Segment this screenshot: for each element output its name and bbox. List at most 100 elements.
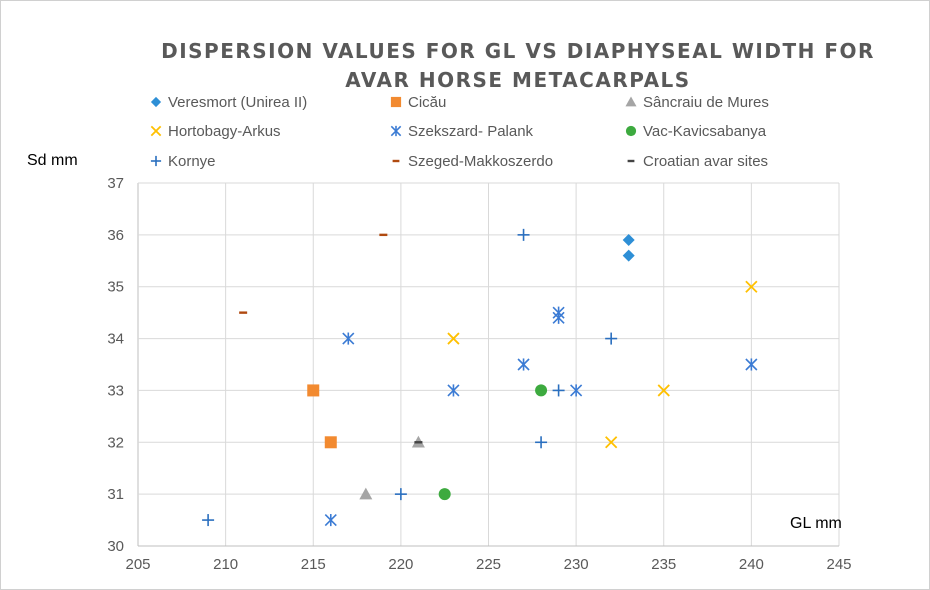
x-stroke — [605, 436, 618, 449]
legend-item: Hortobagy-Arkus — [150, 123, 281, 140]
circle-marker — [438, 488, 451, 501]
legend-marker — [150, 125, 162, 137]
legend-item: Kornye — [150, 153, 216, 170]
legend-item: Szekszard- Palank — [390, 123, 534, 140]
data-point — [447, 384, 460, 397]
data-point — [359, 487, 373, 500]
legend-marker — [390, 96, 402, 108]
x-axis-title: GL mm — [790, 515, 842, 532]
legend-item: Cicău — [390, 94, 446, 111]
x-tick-label: 245 — [826, 556, 851, 573]
data-point — [745, 358, 758, 371]
legend-marker — [150, 96, 162, 108]
x-stroke — [447, 332, 460, 345]
x-stroke — [150, 125, 162, 137]
series-7 — [239, 233, 388, 314]
square-marker — [390, 96, 402, 108]
y-tick-label: 30 — [107, 538, 124, 555]
data-point — [657, 384, 670, 397]
series-5 — [438, 384, 548, 501]
data-point — [622, 249, 635, 262]
legend-item: Vac-Kavicsabanya — [625, 123, 767, 140]
legend-label: Hortobagy-Arkus — [168, 123, 281, 140]
y-tick-label: 35 — [107, 279, 124, 296]
y-tick-label: 34 — [107, 331, 124, 348]
series-2 — [359, 435, 425, 500]
series-0 — [622, 234, 635, 262]
data-point — [570, 384, 583, 397]
data-point — [535, 436, 548, 449]
diamond-marker — [622, 249, 635, 262]
diamond-marker — [622, 234, 635, 247]
y-tick-label: 37 — [107, 175, 124, 192]
x-axis-tick-labels: 205 210 215 220 225 230 235 240 245 — [125, 556, 851, 573]
square-marker — [307, 384, 320, 397]
legend-label: Sâncraiu de Mures — [643, 94, 769, 111]
data-point — [552, 384, 565, 397]
data-point — [517, 228, 530, 241]
legend-label: Veresmort (Unirea II) — [168, 94, 307, 111]
diamond-marker — [150, 96, 162, 108]
y-tick-label: 32 — [107, 434, 124, 451]
y-tick-label: 36 — [107, 227, 124, 244]
data-point — [605, 436, 618, 449]
data-point — [438, 488, 451, 501]
legend-marker — [625, 125, 637, 137]
legend-item: Sâncraiu de Mures — [625, 94, 769, 111]
legend-item: Croatian avar sites — [627, 153, 768, 170]
x-tick-label: 220 — [388, 556, 413, 573]
series-3 — [447, 280, 758, 449]
legend-item: Szeged-Makkoszerdo — [392, 153, 553, 170]
y-tick-label: 31 — [107, 486, 124, 503]
circle-marker — [625, 125, 637, 137]
chart-title-line-2: AVAR HORSE METACARPALS — [345, 68, 690, 92]
x-stroke — [745, 280, 758, 293]
data-point — [202, 514, 215, 527]
data-point — [517, 358, 530, 371]
data-point — [324, 436, 337, 449]
triangle-marker — [625, 96, 637, 107]
legend-label: Vac-Kavicsabanya — [643, 123, 767, 140]
legend-label: Szeged-Makkoszerdo — [408, 153, 553, 170]
data-point — [622, 234, 635, 247]
chart-title-line-1: DISPERSION VALUES FOR GL VS DIAPHYSEAL W… — [161, 39, 875, 63]
legend-label: Szekszard- Palank — [408, 123, 534, 140]
y-axis-tick-labels: 30 31 32 33 34 35 36 37 — [107, 175, 124, 555]
data-points — [202, 228, 758, 527]
data-point — [605, 332, 618, 345]
data-point — [535, 384, 548, 397]
legend-marker — [625, 96, 637, 107]
legend-label: Kornye — [168, 153, 216, 170]
triangle-marker — [359, 487, 373, 500]
square-marker — [324, 436, 337, 449]
circle-marker — [535, 384, 548, 397]
legend: Veresmort (Unirea II) Cicău Sâncraiu de Mu… — [150, 94, 769, 170]
series-1 — [307, 384, 337, 449]
x-stroke — [657, 384, 670, 397]
data-point — [324, 514, 337, 527]
data-point — [552, 311, 565, 324]
legend-marker — [390, 125, 402, 137]
series-6 — [202, 228, 618, 527]
x-tick-label: 230 — [564, 556, 589, 573]
x-tick-label: 205 — [125, 556, 150, 573]
legend-item: Veresmort (Unirea II) — [150, 94, 307, 111]
data-point — [307, 384, 320, 397]
data-point — [745, 280, 758, 293]
x-tick-label: 240 — [739, 556, 764, 573]
chart-title: DISPERSION VALUES FOR GL VS DIAPHYSEAL W… — [161, 39, 875, 92]
legend-label: Cicău — [408, 94, 446, 111]
y-tick-label: 33 — [107, 382, 124, 399]
x-tick-label: 225 — [476, 556, 501, 573]
y-axis-title: Sd mm — [27, 152, 78, 169]
legend-label: Croatian avar sites — [643, 153, 768, 170]
series-4 — [324, 306, 758, 527]
x-tick-label: 215 — [301, 556, 326, 573]
data-point — [447, 332, 460, 345]
legend-marker — [150, 155, 162, 167]
x-tick-label: 210 — [213, 556, 238, 573]
gridlines — [137, 182, 840, 547]
data-point — [342, 332, 355, 345]
